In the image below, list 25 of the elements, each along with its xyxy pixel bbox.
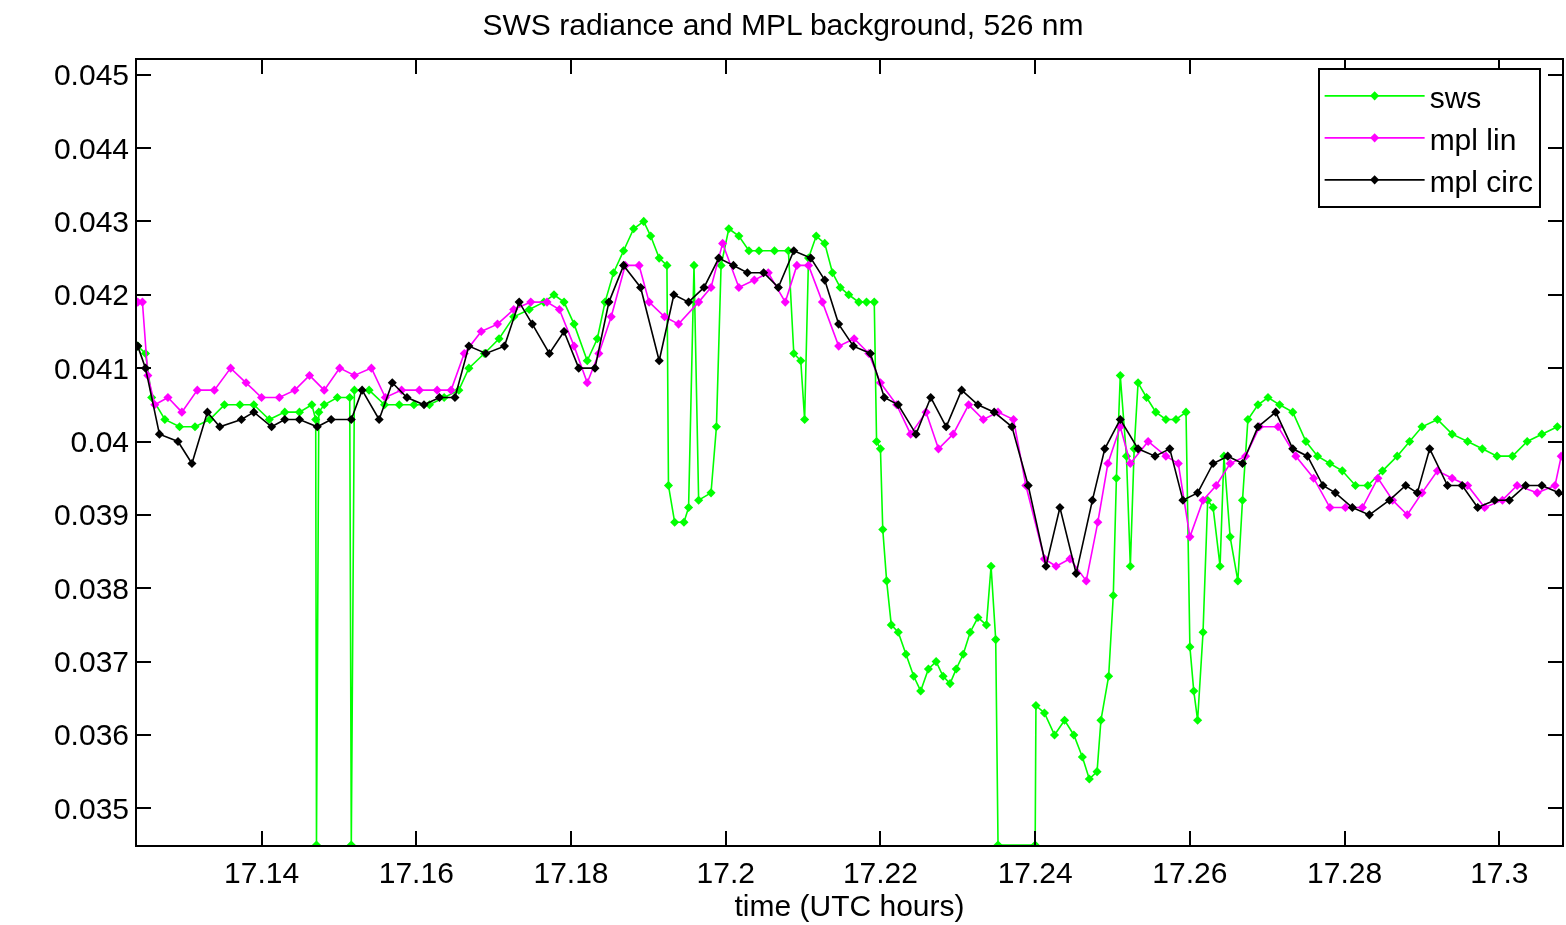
y-tick-label: 0.035 — [53, 791, 129, 825]
legend-label: mpl lin — [1429, 122, 1517, 156]
x-axis-title: time (UTC hours) — [734, 889, 965, 922]
legend-label: sws — [1429, 80, 1482, 114]
x-tick-label: 17.18 — [533, 856, 609, 889]
legend-label: mpl circ — [1429, 164, 1533, 198]
y-tick-label: 0.041 — [53, 351, 129, 385]
y-tick-label: 0.036 — [53, 718, 129, 752]
y-tick-label: 0.042 — [53, 278, 129, 312]
x-tick-label: 17.14 — [224, 856, 300, 889]
x-tick-label: 17.22 — [842, 856, 918, 889]
y-tick-label: 0.038 — [53, 571, 129, 605]
chart-title: SWS radiance and MPL background, 526 nm — [482, 7, 1084, 41]
y-tick-label: 0.045 — [53, 58, 129, 92]
x-tick-label: 17.28 — [1307, 856, 1383, 889]
x-tick-label: 17.3 — [1470, 856, 1529, 889]
y-tick-label: 0.039 — [53, 498, 129, 532]
y-tick-label: 0.04 — [70, 425, 129, 458]
x-tick-label: 17.26 — [1152, 856, 1228, 889]
x-tick-label: 17.16 — [378, 856, 454, 889]
y-tick-label: 0.043 — [53, 204, 129, 238]
y-tick-label: 0.044 — [53, 131, 129, 165]
x-tick-label: 17.24 — [997, 856, 1073, 889]
y-tick-label: 0.037 — [53, 645, 129, 679]
x-tick-label: 17.2 — [696, 856, 755, 889]
